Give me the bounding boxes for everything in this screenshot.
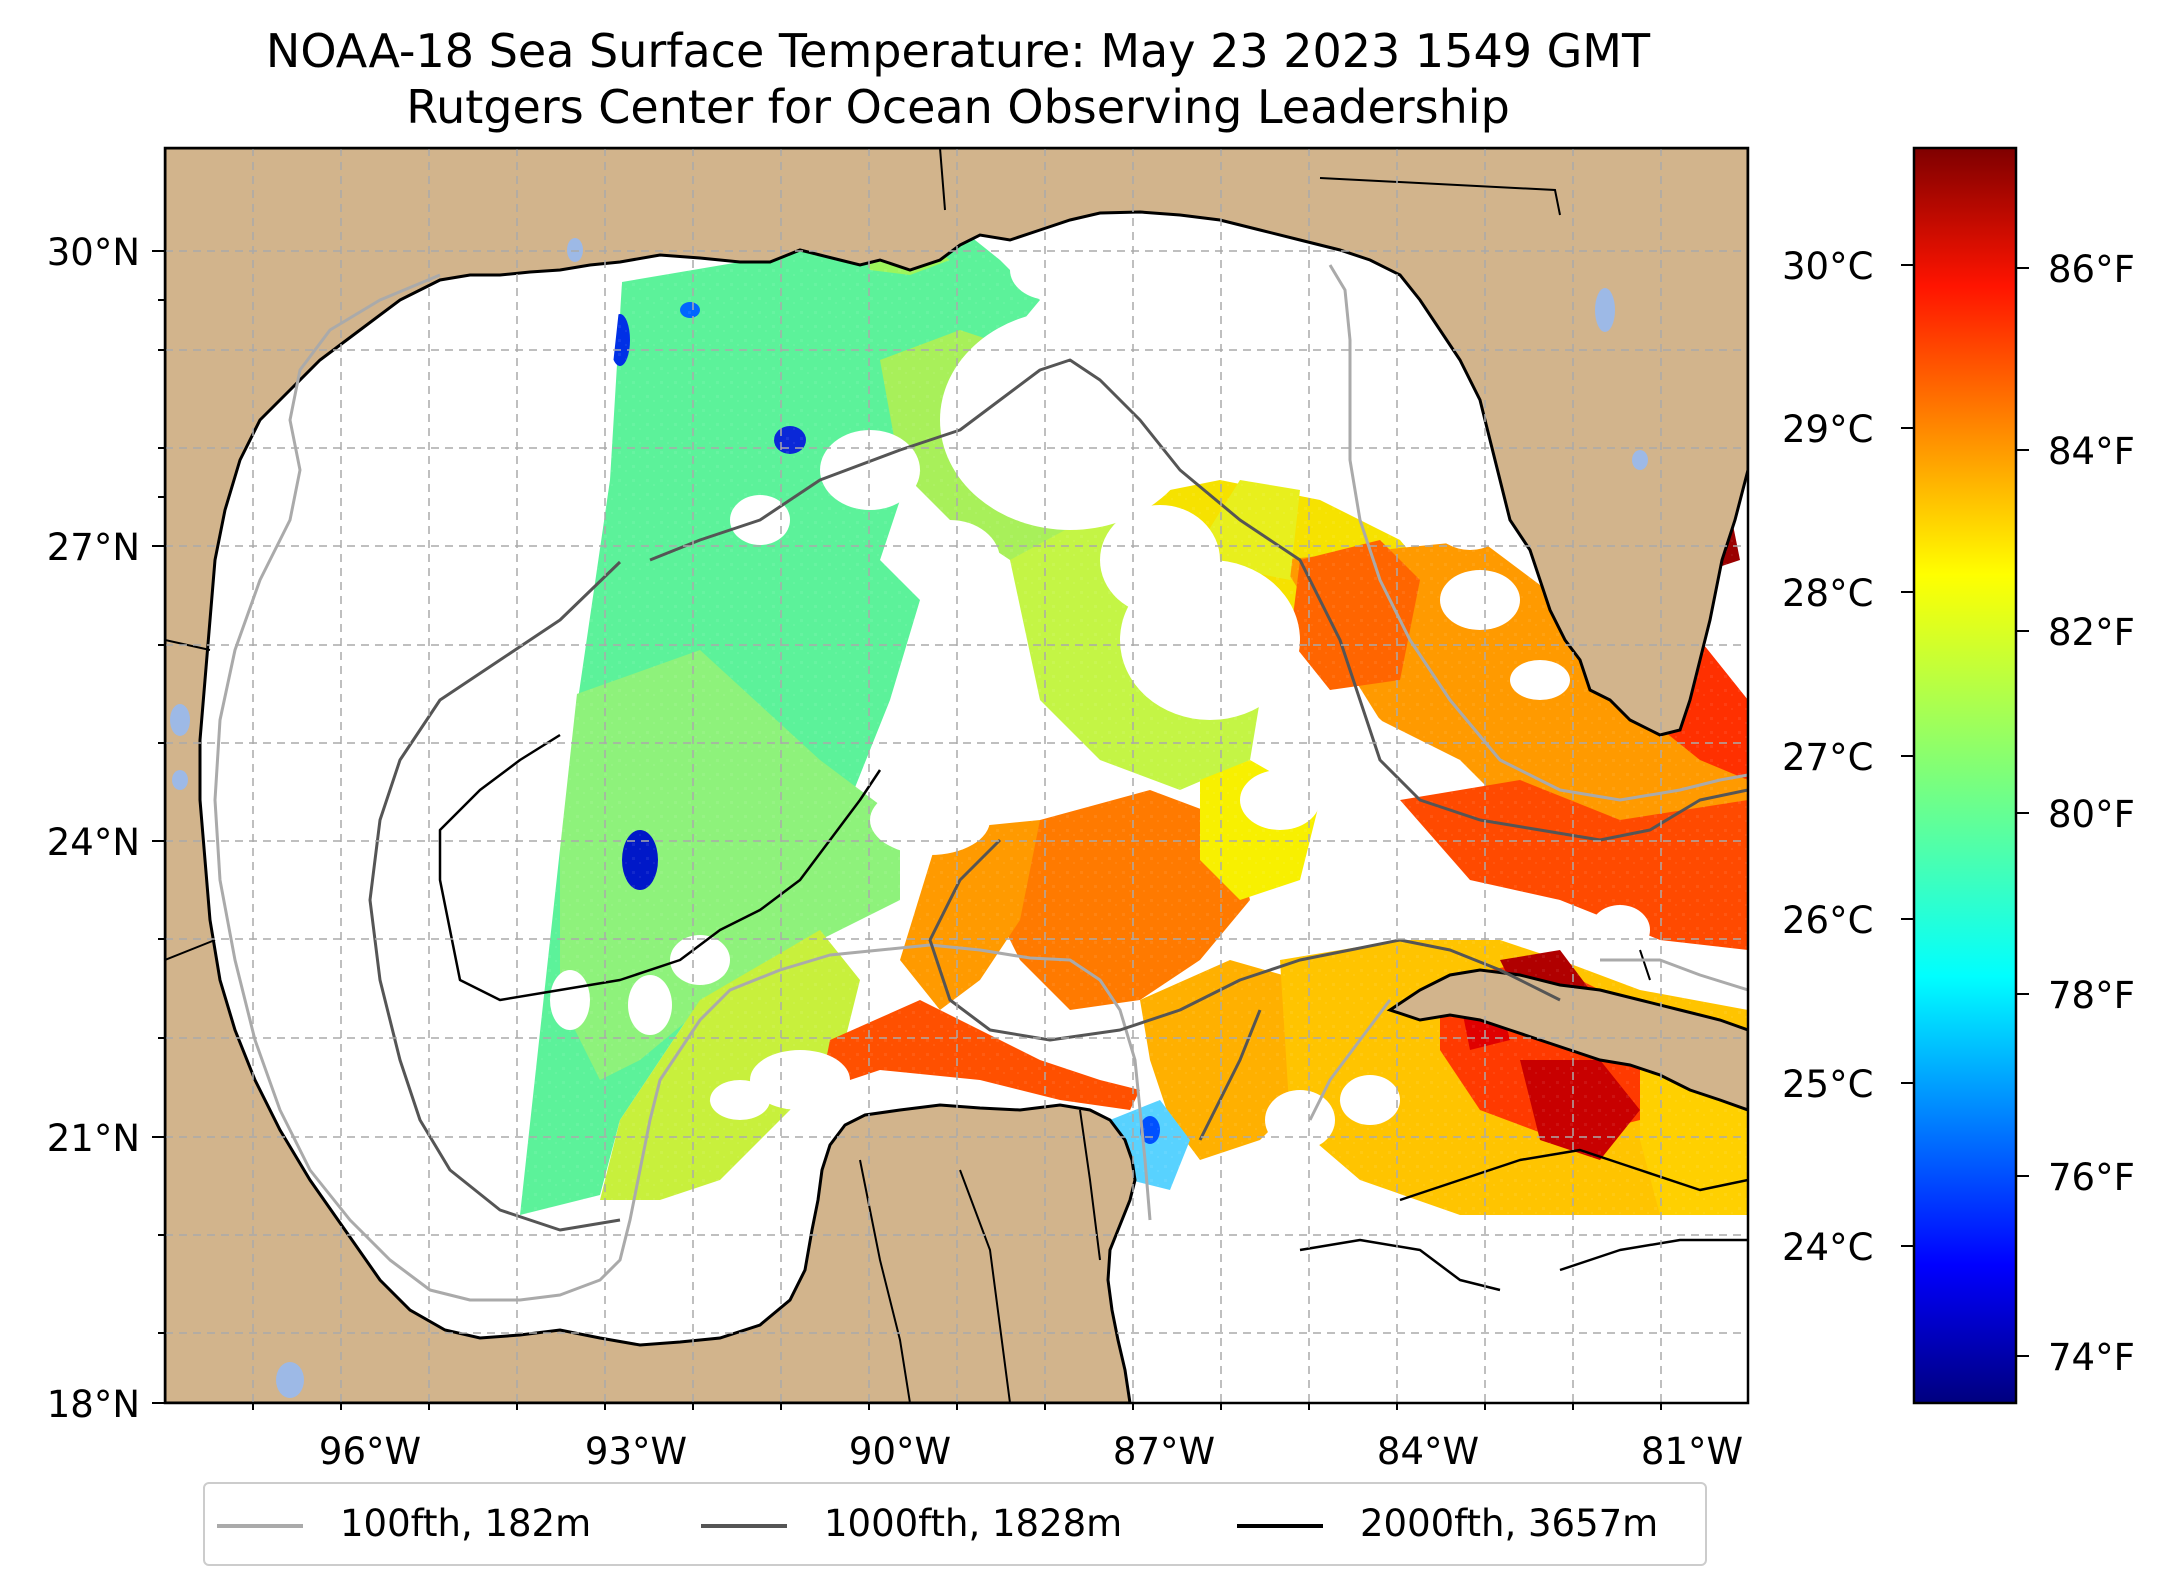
lon-ticks (252, 1403, 1662, 1410)
map-area (165, 148, 1748, 1403)
colorbar-f-76: 76°F (2048, 1156, 2135, 1199)
legend-swatch-1000fth (701, 1524, 787, 1528)
contour-2000fth (438, 733, 1748, 1292)
colorbar-c-27: 27°C (1782, 736, 1874, 779)
map-title: NOAA-18 Sea Surface Temperature: May 23 … (265, 24, 1651, 78)
legend-label-100fth: 100fth, 182m (340, 1502, 592, 1545)
lon-label-81w: 81°W (1640, 1430, 1744, 1473)
lakes (170, 238, 1648, 1398)
colorbar-f-78: 78°F (2048, 974, 2135, 1017)
colorbar-f-84: 84°F (2048, 430, 2135, 473)
legend-label-1000fth: 1000fth, 1828m (824, 1502, 1123, 1545)
land (165, 148, 1748, 1403)
lon-label-93w: 93°W (584, 1430, 688, 1473)
graticule (165, 148, 1748, 1403)
lon-label-90w: 90°W (848, 1430, 952, 1473)
lon-label-87w: 87°W (1112, 1430, 1216, 1473)
legend-label-2000fth: 2000fth, 3657m (1360, 1502, 1659, 1545)
contour-1000fth (368, 358, 1748, 1232)
bathymetry-contours (213, 264, 1748, 1302)
legend-swatch-100fth (217, 1524, 303, 1528)
contour-100fth (213, 264, 1748, 1302)
colorbar-c-29: 29°C (1782, 408, 1874, 451)
lon-label-84w: 84°W (1376, 1430, 1480, 1473)
political-borders (165, 148, 1651, 1403)
colorbar-c-30: 30°C (1782, 245, 1874, 288)
colorbar-ticks (1901, 264, 2029, 1357)
lat-label-27n: 27°N (46, 526, 140, 569)
map-subtitle: Rutgers Center for Ocean Observing Leade… (406, 80, 1510, 134)
lat-label-30n: 30°N (46, 231, 140, 274)
colorbar-f-82: 82°F (2048, 611, 2135, 654)
lat-label-18n: 18°N (46, 1383, 140, 1426)
lat-ticks (152, 250, 165, 1404)
colorbar-c-24: 24°C (1782, 1226, 1874, 1269)
colorbar-f-74: 74°F (2048, 1336, 2135, 1379)
colorbar-f-86: 86°F (2048, 248, 2135, 291)
cuba-land (1386, 968, 1748, 1112)
colorbar (1912, 146, 2018, 1405)
legend-swatch-2000fth (1237, 1524, 1323, 1528)
lat-label-24n: 24°N (46, 821, 140, 864)
contour-legend: 100fth, 182m 1000fth, 1828m 2000fth, 365… (203, 1482, 1707, 1566)
colorbar-c-25: 25°C (1782, 1063, 1874, 1106)
colorbar-c-26: 26°C (1782, 899, 1874, 942)
colorbar-f-80: 80°F (2048, 793, 2135, 836)
lat-label-21n: 21°N (46, 1117, 140, 1160)
colorbar-c-28: 28°C (1782, 572, 1874, 615)
lon-label-96w: 96°W (318, 1430, 422, 1473)
